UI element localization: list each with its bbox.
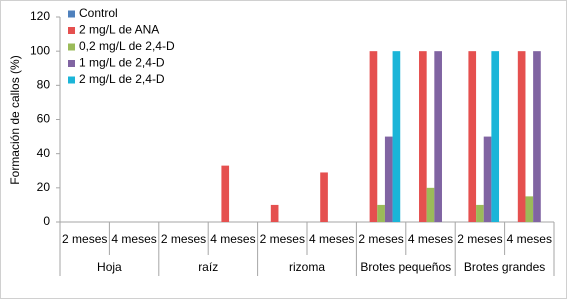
legend-swatch	[68, 10, 75, 18]
x-tick-label: 2 meses	[161, 232, 206, 246]
y-tick-label: 0	[43, 214, 50, 228]
legend-label: 0,2 mg/L de 2,4-D	[79, 39, 175, 53]
group-label: Brotes grandes	[464, 260, 545, 274]
x-tick-label: 4 meses	[507, 232, 552, 246]
bar	[270, 204, 279, 222]
group-label: raíz	[198, 260, 218, 274]
x-tick-label: 2 meses	[358, 232, 403, 246]
y-tick-label: 40	[37, 146, 51, 160]
bar	[377, 204, 385, 222]
bar	[384, 136, 393, 222]
y-axis-label: Formación de callos (%)	[8, 55, 22, 184]
legend-label: 2 mg/L de 2,4-D	[79, 72, 165, 86]
bar	[221, 165, 230, 222]
x-tick-label: 4 meses	[309, 232, 354, 246]
legend-label: 1 mg/L de 2,4-D	[79, 56, 165, 70]
bar	[468, 51, 477, 222]
legend-swatch	[68, 43, 75, 51]
x-tick-label: 4 meses	[408, 232, 453, 246]
x-tick-label: 4 meses	[210, 232, 255, 246]
legend-swatch	[68, 60, 75, 67]
bar	[434, 51, 442, 222]
x-tick-label: 4 meses	[111, 232, 156, 246]
bar	[392, 51, 401, 222]
group-label: Hoja	[97, 260, 122, 274]
x-tick-label: 2 meses	[457, 232, 502, 246]
legend-label: Control	[79, 6, 118, 20]
y-tick-label: 20	[37, 180, 51, 194]
x-tick-label: 2 meses	[260, 232, 305, 246]
group-label: Brotes pequeños	[360, 260, 451, 274]
y-tick-label: 100	[30, 43, 50, 57]
legend-swatch	[68, 27, 75, 34]
bar	[491, 51, 500, 222]
bar	[426, 187, 435, 222]
x-tick-label: 2 meses	[62, 232, 107, 246]
bar	[419, 51, 427, 222]
legend-label: 2 mg/L de ANA	[79, 23, 159, 37]
y-tick-label: 80	[37, 78, 51, 92]
bar	[533, 51, 541, 222]
bar	[476, 204, 484, 222]
bar	[320, 172, 328, 222]
bar	[525, 196, 534, 222]
legend-swatch	[68, 76, 75, 84]
bar	[517, 51, 526, 222]
group-label: rizoma	[289, 260, 325, 274]
y-tick-label: 120	[30, 9, 50, 23]
bar	[483, 136, 492, 222]
bar	[369, 51, 378, 222]
y-tick-label: 60	[37, 112, 51, 126]
